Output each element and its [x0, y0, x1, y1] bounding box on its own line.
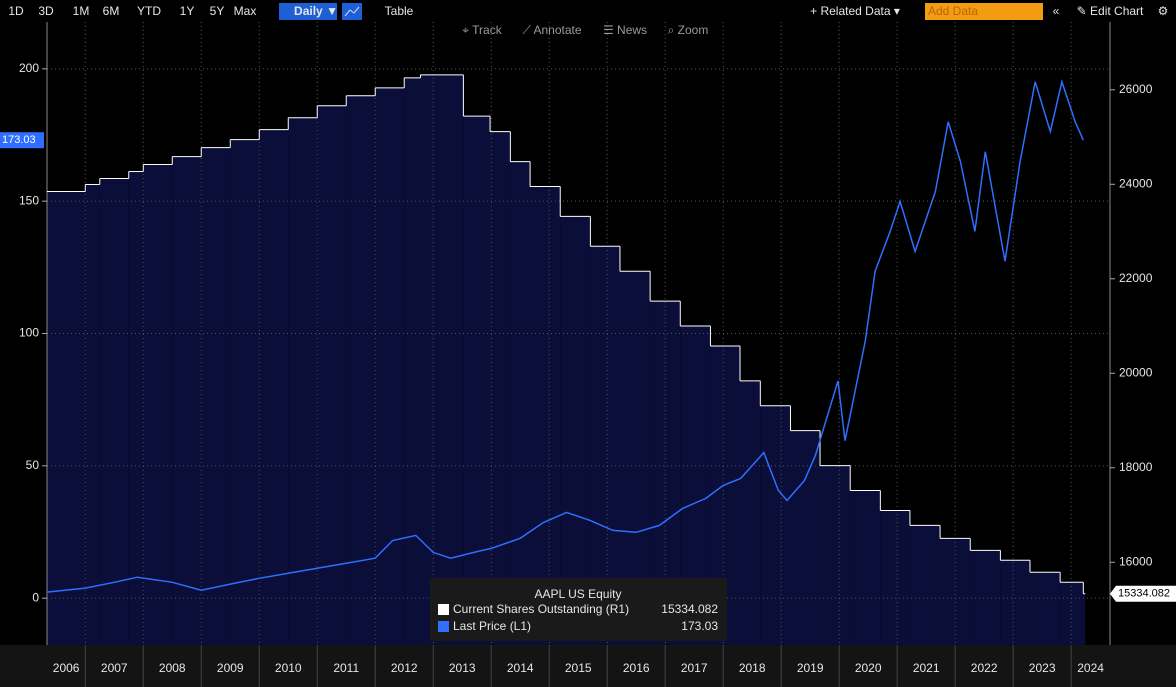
- add-data-box[interactable]: [925, 3, 1043, 20]
- legend-swatch: [438, 604, 449, 615]
- table-button[interactable]: Table: [385, 4, 414, 18]
- range-button[interactable]: 1D: [8, 4, 24, 18]
- y-tick-label: 150: [19, 193, 39, 207]
- x-tick-label: 2024: [1077, 661, 1104, 675]
- collapse-button[interactable]: «: [1053, 4, 1060, 18]
- shares-area: [143, 164, 173, 645]
- x-tick-label: 2014: [507, 661, 534, 675]
- chart-tool[interactable]: ⌖ Track: [462, 23, 502, 37]
- x-axis-band: [0, 645, 1176, 687]
- legend-box: [430, 578, 727, 641]
- y-tick-label: 200: [19, 61, 39, 75]
- range-button[interactable]: 6M: [103, 4, 120, 18]
- y2-tick-label: 24000: [1119, 176, 1153, 190]
- shares-area: [172, 156, 202, 645]
- shares-area: [201, 147, 231, 645]
- shares-area: [99, 178, 129, 645]
- shares-area: [760, 405, 791, 645]
- y2-tick-label: 16000: [1119, 554, 1153, 568]
- y2-tick-label: 26000: [1119, 82, 1153, 96]
- shares-area: [820, 465, 851, 645]
- legend-label: Current Shares Outstanding (R1): [453, 602, 629, 616]
- x-tick-label: 2007: [101, 661, 128, 675]
- shares-area: [288, 117, 318, 645]
- shares-area: [128, 171, 144, 646]
- shares-area: [510, 161, 531, 645]
- x-tick-label: 2022: [971, 661, 998, 675]
- y2-tick-label: 20000: [1119, 365, 1153, 379]
- y-tick-label: 0: [32, 590, 39, 604]
- range-button[interactable]: 5Y: [210, 4, 225, 18]
- x-tick-label: 2016: [623, 661, 650, 675]
- x-tick-label: 2018: [739, 661, 766, 675]
- price-line: [46, 79, 1084, 593]
- add-data-input[interactable]: Add Data: [928, 4, 978, 18]
- last-shares-tag: [1110, 585, 1176, 602]
- frequency-label[interactable]: Daily ▼: [294, 4, 338, 18]
- shares-area: [85, 184, 100, 645]
- shares-area: [230, 139, 260, 645]
- chart-tool[interactable]: ☰ News: [603, 23, 647, 37]
- legend-value: 15334.082: [661, 602, 718, 616]
- legend-label: Last Price (L1): [453, 619, 531, 633]
- shares-area: [850, 490, 881, 645]
- shares-area: [740, 380, 761, 645]
- x-tick-label: 2011: [333, 661, 359, 675]
- shares-area: [259, 129, 289, 646]
- last-shares-value: 15334.082: [1118, 588, 1170, 600]
- range-button[interactable]: 1M: [73, 4, 90, 18]
- range-button[interactable]: YTD: [137, 4, 161, 18]
- shares-area: [346, 95, 376, 646]
- settings-button[interactable]: ⚙: [1158, 4, 1169, 18]
- shares-area: [317, 105, 347, 646]
- frequency-button[interactable]: [279, 3, 337, 20]
- legend-swatch: [438, 621, 449, 632]
- chart-type-icon: [344, 6, 360, 17]
- y2-tick-label: 22000: [1119, 271, 1153, 285]
- shares-area: [375, 87, 405, 645]
- range-button[interactable]: Max: [234, 4, 257, 18]
- legend-title: AAPL US Equity: [535, 587, 622, 601]
- x-tick-label: 2017: [681, 661, 708, 675]
- shares-area: [940, 538, 971, 645]
- shares-area: [47, 191, 86, 645]
- shares-area: [1000, 560, 1030, 645]
- range-button[interactable]: 3D: [38, 4, 54, 18]
- chart-tool[interactable]: ⟋ Annotate: [522, 23, 581, 37]
- shares-area: [880, 510, 910, 645]
- related-data[interactable]: + Related Data ▾: [810, 4, 900, 18]
- shares-area: [420, 74, 464, 645]
- shares-area: [1060, 582, 1084, 645]
- shares-area: [1029, 572, 1061, 645]
- range-button[interactable]: 1Y: [180, 4, 195, 18]
- x-tick-label: 2015: [565, 661, 592, 675]
- y2-tick-label: 18000: [1119, 460, 1153, 474]
- y-tick-label: 100: [19, 326, 39, 340]
- shares-area: [1083, 593, 1086, 645]
- shares-area: [909, 525, 941, 645]
- x-tick-label: 2006: [53, 661, 80, 675]
- shares-area: [530, 186, 561, 645]
- shares-area: [790, 430, 821, 645]
- x-tick-label: 2013: [449, 661, 476, 675]
- x-tick-label: 2009: [217, 661, 244, 675]
- edit-chart[interactable]: ✎ Edit Chart: [1077, 4, 1144, 18]
- legend-value: 173.03: [681, 619, 718, 633]
- chart-tool[interactable]: ⌕ Zoom: [668, 23, 709, 37]
- shares-area: [463, 116, 491, 645]
- last-price-value: 173.03: [2, 134, 36, 146]
- shares-area: [490, 131, 511, 646]
- x-tick-label: 2020: [855, 661, 882, 675]
- last-price-tag: [0, 132, 44, 149]
- x-tick-label: 2019: [797, 661, 824, 675]
- shares-area: [560, 216, 591, 645]
- x-tick-label: 2010: [275, 661, 302, 675]
- x-tick-label: 2008: [159, 661, 186, 675]
- x-tick-label: 2012: [391, 661, 418, 675]
- shares-area: [404, 77, 421, 645]
- y-tick-label: 50: [26, 458, 40, 472]
- x-tick-label: 2021: [913, 661, 940, 675]
- x-tick-label: 2023: [1029, 661, 1056, 675]
